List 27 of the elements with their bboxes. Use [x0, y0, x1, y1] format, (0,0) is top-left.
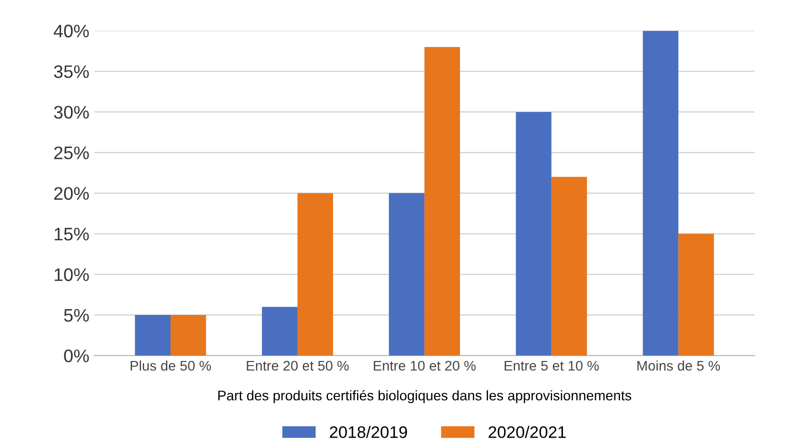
y-tick-label: 25%	[54, 146, 89, 160]
bar	[134, 314, 170, 356]
legend-label: 2018/2019	[330, 426, 407, 438]
x-tick-label: Entre 10 et 20 %	[374, 360, 476, 371]
x-tick-label: Entre 5 et 10 %	[504, 360, 599, 371]
x-tick-label: Entre 20 et 50 %	[246, 360, 349, 371]
y-tick-label: 40%	[54, 24, 89, 38]
y-tick-label: 35%	[54, 65, 89, 78]
bar	[516, 112, 552, 356]
y-tick-label: 15%	[54, 228, 89, 240]
bar	[170, 314, 206, 356]
x-tick-label: Moins de 5 %	[637, 360, 720, 371]
y-tick-label: 30%	[54, 106, 89, 119]
x-axis-title: Part des produits certifiés biologiques dans les approvisionnements	[218, 390, 632, 404]
legend-label: 2020/2021	[488, 426, 566, 438]
bar	[551, 176, 587, 356]
y-tick-label: 10%	[54, 268, 89, 282]
y-tick-label: 20%	[54, 187, 89, 200]
bar	[262, 306, 298, 356]
y-tick-label: 5%	[64, 308, 89, 322]
x-tick-label: Plus de 50 %	[130, 360, 211, 371]
bar	[424, 46, 460, 356]
bar	[297, 193, 334, 356]
bar	[678, 234, 714, 356]
bar	[388, 193, 424, 356]
y-tick-label: 0%	[64, 350, 89, 362]
bar	[642, 30, 678, 356]
